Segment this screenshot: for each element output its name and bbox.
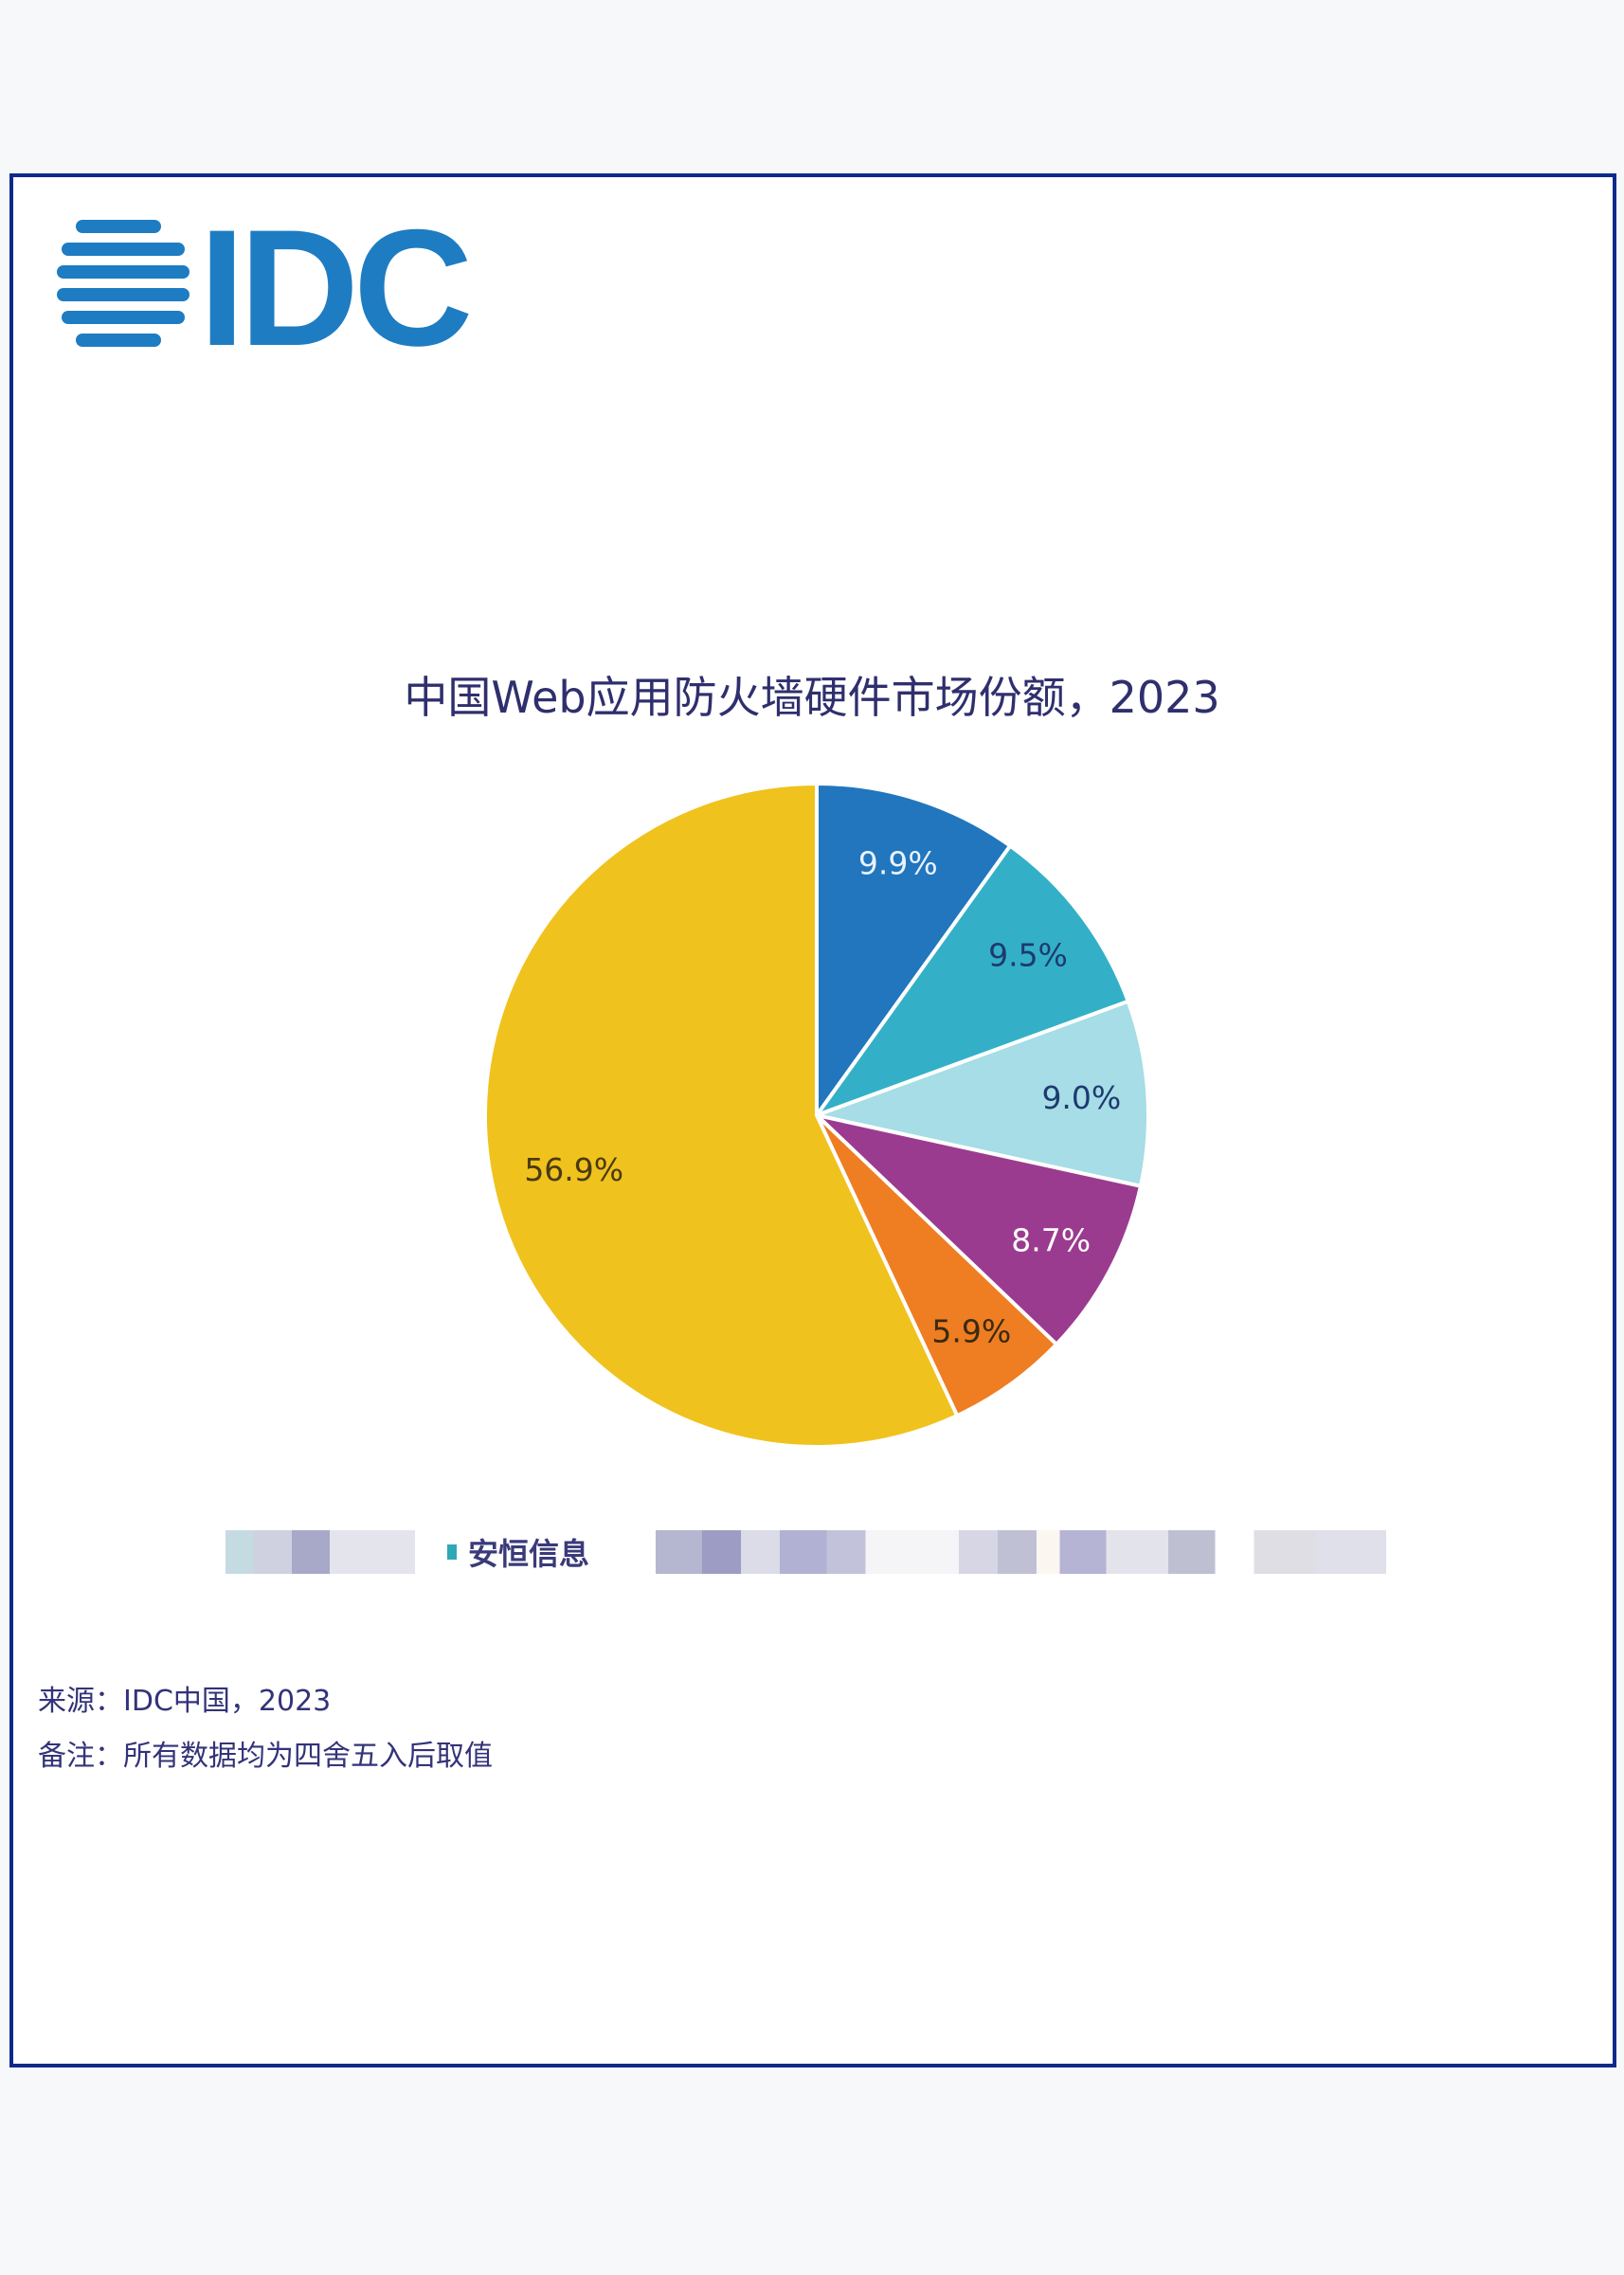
slice-label: 9.9%	[858, 844, 938, 881]
chart-title: 中国Web应用防火墙硬件市场份额，2023	[404, 672, 1220, 723]
idc-logo: IDC	[57, 210, 475, 352]
pie-slice	[815, 781, 1013, 1122]
slice-label: 9.0%	[1041, 1079, 1121, 1116]
pie-slice	[809, 999, 1150, 1189]
pie-slice	[815, 1113, 1059, 1418]
pie-slice	[810, 1111, 1144, 1347]
rounding-note: 备注：所有数据均为四舍五入后取值	[38, 1740, 493, 1773]
legend-label: 安恒信息	[468, 1536, 590, 1572]
legend-obscured	[656, 1530, 1434, 1574]
slice-label: 56.9%	[524, 1151, 623, 1188]
pie-slice	[483, 781, 960, 1449]
svg-text:IDC: IDC	[199, 210, 469, 352]
slice-label: 8.7%	[1011, 1222, 1091, 1259]
slice-label: 5.9%	[931, 1312, 1011, 1349]
legend: 安恒信息	[226, 1527, 1434, 1577]
pie-slice	[811, 842, 1131, 1120]
legend-obscured	[226, 1530, 415, 1574]
slice-label: 9.5%	[988, 937, 1068, 974]
source-note: 来源：IDC中国，2023	[38, 1685, 332, 1718]
legend-marker	[447, 1544, 457, 1560]
legend-item: 安恒信息	[447, 1530, 589, 1574]
